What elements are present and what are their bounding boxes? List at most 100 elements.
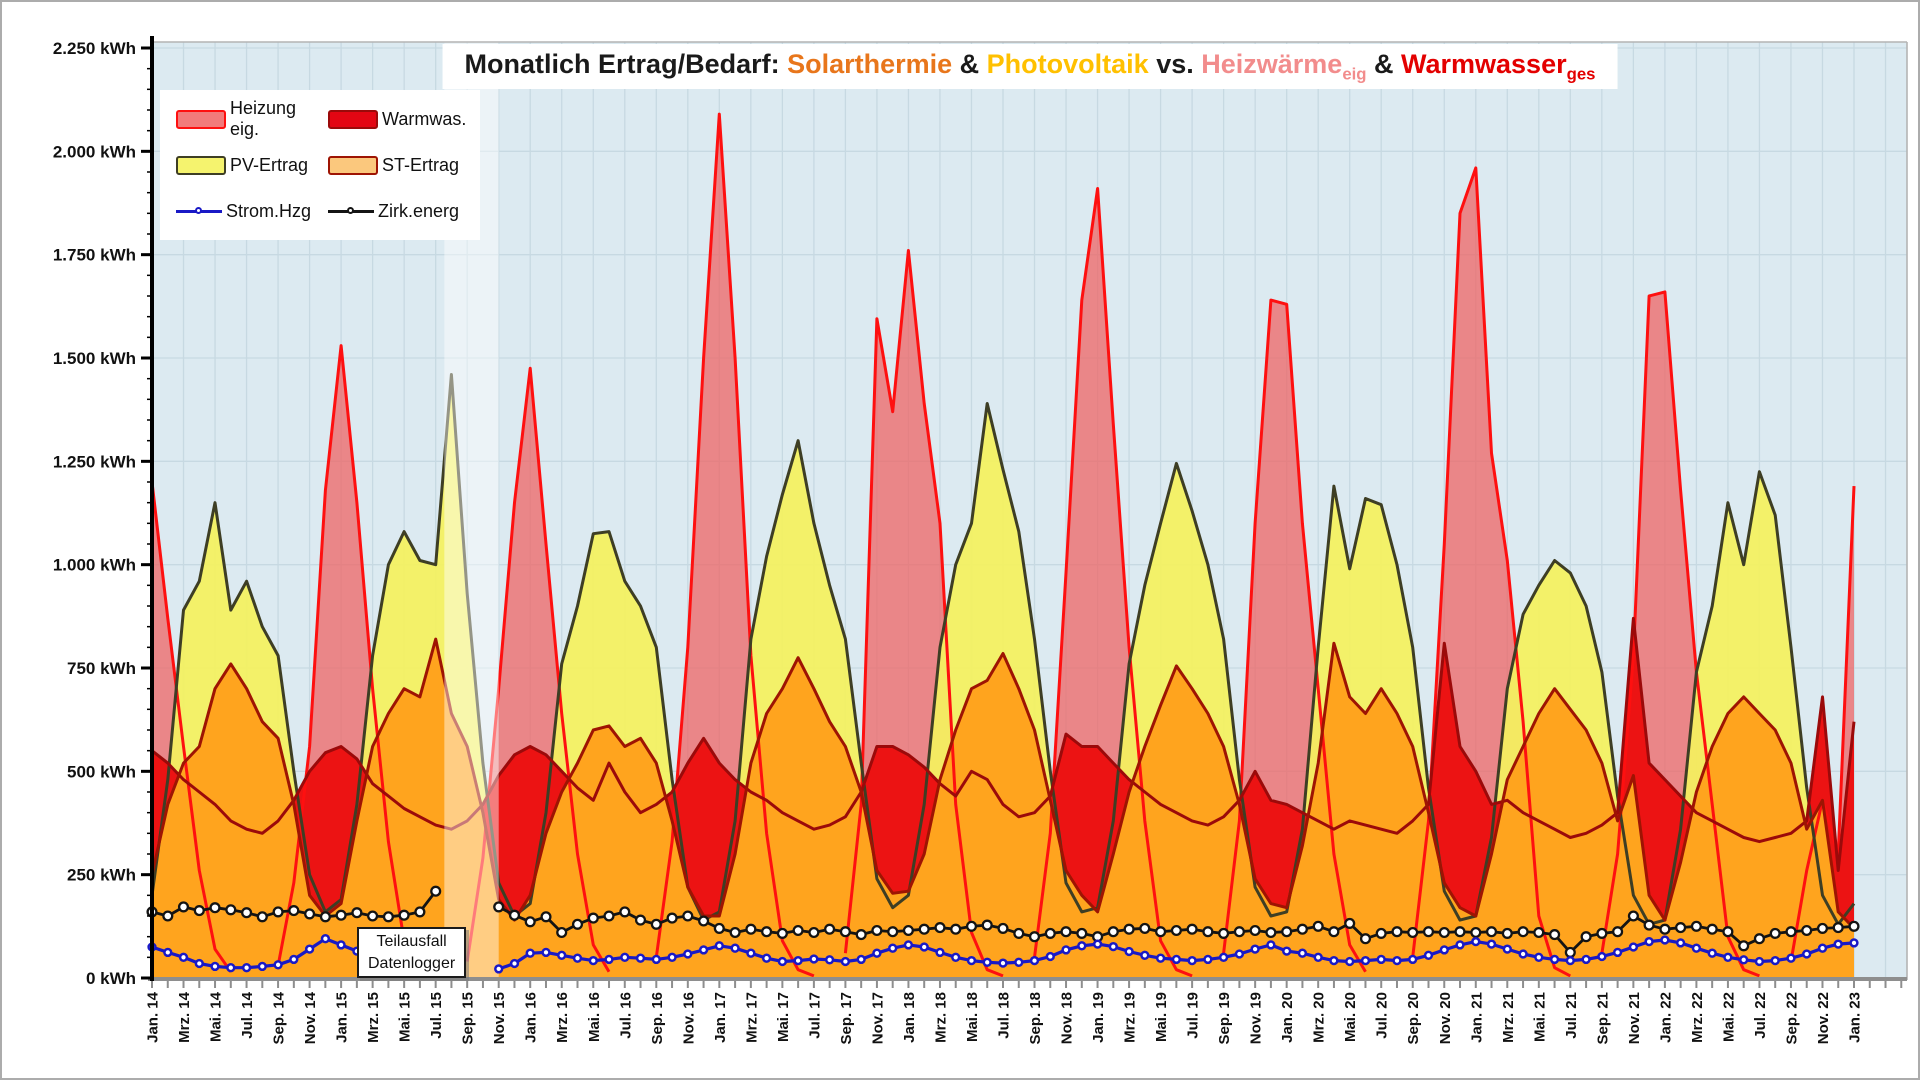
- y-tick-label: 250 kWh: [67, 866, 136, 885]
- line-zirkulation-marker-icon: [745, 923, 757, 935]
- legend-swatch-area-icon: [328, 109, 378, 129]
- border-st: [150, 637, 1856, 930]
- x-tick-label: Nov. 14: [302, 991, 319, 1044]
- line-zirkulation-marker-icon: [1612, 926, 1624, 938]
- line-strom-heizung-marker-icon: [509, 958, 520, 969]
- x-tick-label: Jul. 17: [806, 992, 823, 1039]
- border-heizung: [1222, 298, 1367, 973]
- line-zirkulation-marker-icon: [761, 926, 773, 938]
- x-tick-label: Sep. 21: [1594, 992, 1611, 1045]
- line-strom-heizung-marker-icon: [1423, 950, 1434, 960]
- x-tick-label: Jul. 21: [1563, 992, 1580, 1039]
- line-strom-heizung-marker-icon: [1108, 941, 1118, 952]
- line-zirkulation-marker-icon: [209, 902, 221, 914]
- line-zirkulation-marker-icon: [382, 911, 394, 923]
- y-tick-label: 1.250 kWh: [53, 452, 136, 471]
- line-strom-heizung-marker-icon: [1502, 944, 1512, 954]
- line-zirkulation-marker-icon: [918, 923, 930, 935]
- line-zirkulation-marker-icon: [1155, 926, 1167, 938]
- line-zirkulation-marker-icon: [1627, 910, 1639, 922]
- x-tick-label: Mrz. 19: [1122, 992, 1139, 1043]
- annotation-datalogger: Teilausfall Datenlogger: [357, 927, 467, 979]
- line-zirkulation-marker-icon: [304, 908, 316, 920]
- x-tick-label: Mrz. 16: [554, 992, 571, 1043]
- line-zirkulation-marker-icon: [902, 924, 914, 937]
- line-strom-heizung-marker-icon: [572, 953, 583, 963]
- x-tick-label: Jan. 22: [1657, 992, 1674, 1043]
- line-strom-heizung-marker-icon: [241, 963, 252, 973]
- legend-item-warmwas-: Warmwas.: [328, 109, 480, 130]
- line-zirkulation-marker-icon: [1328, 926, 1340, 938]
- line-zirkulation-marker-icon: [634, 914, 647, 926]
- line-strom-heizung-marker-icon: [982, 957, 992, 967]
- line-strom-heizung-marker-icon: [1707, 948, 1717, 958]
- line-zirkulation-marker-icon: [1517, 926, 1529, 938]
- line-strom-heizung-marker-icon: [1612, 947, 1623, 958]
- x-tick-label: Jul. 19: [1185, 992, 1202, 1039]
- line-strom-heizung-marker-icon: [1029, 955, 1040, 966]
- line-strom-heizung-marker-icon: [698, 945, 709, 955]
- line-zirkulation-marker-icon: [1659, 923, 1671, 935]
- x-tick-label: Jan. 19: [1090, 992, 1107, 1043]
- x-tick-label: Jan. 14: [145, 991, 162, 1043]
- line-zirkulation-marker-icon: [335, 909, 347, 921]
- line-strom-heizung-marker-icon: [1628, 942, 1639, 952]
- title-segment-7: Warmwasser: [1401, 49, 1567, 79]
- line-strom-heizung-marker-icon: [588, 955, 598, 966]
- line-zirkulation-marker-icon: [367, 910, 379, 922]
- line-strom-heizung-marker-icon: [494, 964, 504, 974]
- x-tick-label: Sep. 15: [460, 992, 477, 1045]
- line-zirkulation-marker-icon: [1533, 926, 1545, 939]
- y-axis: 0 kWh 250 kWh 500 kWh 750 kWh 1.000 kWh 1.250…: [53, 36, 154, 988]
- line-zirkulation-marker-icon: [1549, 929, 1561, 941]
- legend-swatch-area-icon: [176, 109, 226, 129]
- line-zirkulation-marker-icon: [934, 922, 946, 934]
- legend-label: Heizung eig.: [230, 98, 297, 139]
- line-strom-heizung-marker-icon: [1313, 952, 1323, 962]
- line-strom-heizung-marker-icon: [1549, 954, 1560, 965]
- line-strom-heizung-marker-icon: [1754, 956, 1765, 967]
- line-zirkulation-marker-icon: [1738, 940, 1750, 952]
- x-tick-label: Mrz. 15: [365, 992, 382, 1043]
- line-zirkulation-marker-icon: [1028, 931, 1041, 943]
- x-tick-label: Sep. 18: [1027, 992, 1044, 1045]
- line-zirkulation-marker-icon: [272, 906, 284, 918]
- line-zirkulation-marker-icon: [997, 922, 1009, 934]
- x-tick-label: Mrz. 20: [1311, 992, 1328, 1043]
- line-strom-heizung-marker-icon: [935, 947, 945, 958]
- x-tick-label: Jan. 15: [334, 992, 351, 1043]
- line-zirkulation-marker-icon: [1675, 922, 1687, 934]
- line-strom-heizung-marker-icon: [1723, 952, 1733, 962]
- line-zirkulation-marker-icon: [1202, 926, 1214, 938]
- line-strom-heizung-marker-icon: [824, 955, 835, 965]
- line-zirkulation-marker-icon: [288, 905, 300, 917]
- x-tick-label: Sep. 19: [1216, 992, 1233, 1045]
- line-strom-heizung-marker-icon: [1455, 940, 1465, 950]
- line-strom-heizung-marker-icon: [1471, 936, 1481, 947]
- line-zirkulation-marker-icon: [1722, 926, 1734, 938]
- line-zirkulation-marker-icon: [855, 929, 867, 941]
- y-tick-label: 750 kWh: [67, 659, 136, 678]
- line-zirkulation-marker-icon: [1596, 927, 1608, 939]
- line-zirkulation-marker-icon: [241, 907, 253, 919]
- line-zirkulation-marker-icon: [351, 907, 363, 919]
- line-zirkulation-marker-icon: [1296, 923, 1308, 935]
- y-tick-label: 0 kWh: [86, 969, 136, 988]
- x-tick-label: Mai. 17: [775, 992, 792, 1042]
- line-zirkulation-marker-icon: [1391, 926, 1403, 938]
- y-tick-label: 2.250 kWh: [53, 39, 136, 58]
- line-zirkulation-marker-icon: [1832, 922, 1844, 934]
- line-zirkulation-marker-icon: [177, 901, 190, 913]
- x-tick-label: Mai. 14: [208, 991, 225, 1042]
- line-strom-heizung-marker-icon: [273, 960, 283, 970]
- x-tick-label: Nov. 16: [680, 992, 697, 1044]
- line-zirkulation-marker-icon: [619, 906, 631, 918]
- line-zirkulation-marker-icon: [887, 926, 899, 938]
- border-heizung: [465, 366, 611, 973]
- line-strom-heizung-marker-icon: [651, 954, 661, 965]
- line-strom-heizung-marker-icon: [1833, 939, 1843, 949]
- line-strom-heizung-marker-icon: [1739, 955, 1749, 965]
- line-strom-heizung-marker-icon: [1597, 951, 1607, 962]
- line-strom-heizung-marker-icon: [1203, 954, 1213, 965]
